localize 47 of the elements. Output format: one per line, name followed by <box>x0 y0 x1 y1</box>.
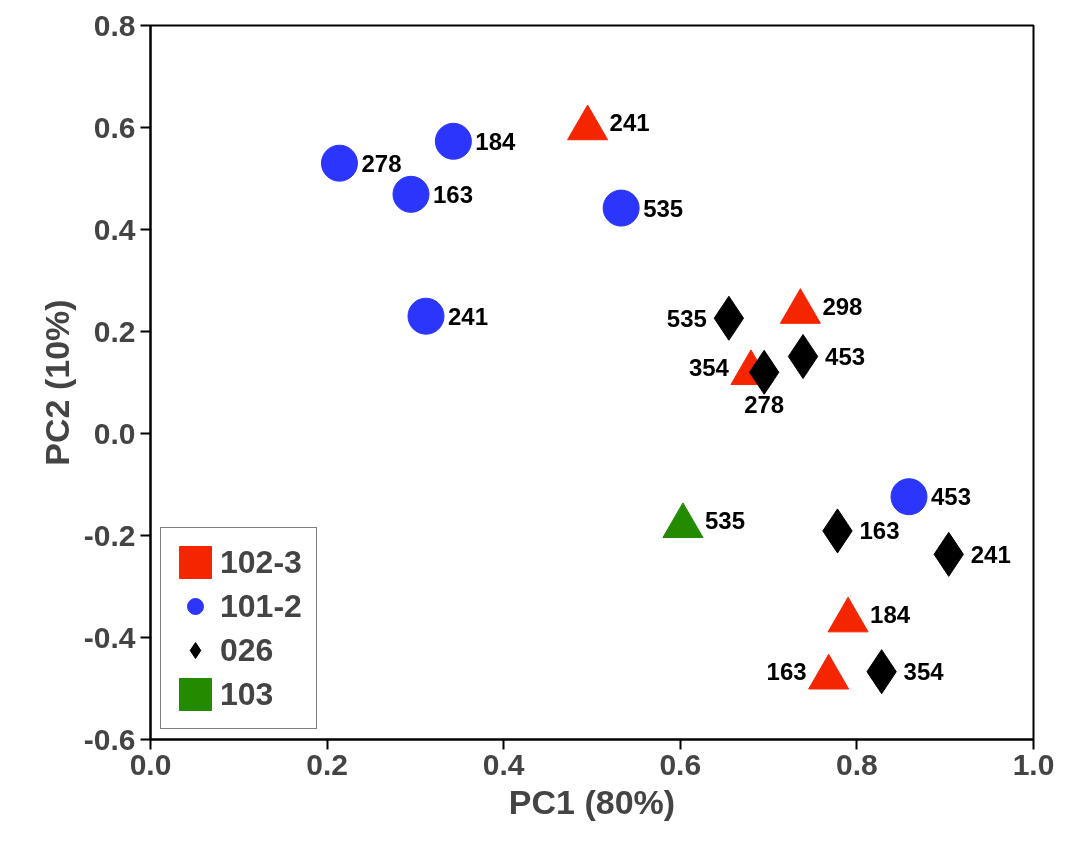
x-axis-title: PC1 (80%) <box>508 782 676 821</box>
y-tick-label: -0.2 <box>83 518 136 552</box>
annotation: 354 <box>903 658 945 686</box>
point <box>434 122 472 160</box>
annotation: 241 <box>609 108 650 136</box>
annotation: 241 <box>970 540 1011 568</box>
annotation: 278 <box>361 149 402 177</box>
annotation: 163 <box>766 658 807 686</box>
point <box>662 502 704 539</box>
x-tick-label: 0.8 <box>836 747 878 781</box>
annotation: 535 <box>704 506 745 534</box>
annotation: 163 <box>859 517 900 545</box>
point <box>602 189 640 227</box>
annotation: 453 <box>931 483 972 511</box>
y-tick-label: 0.0 <box>93 416 136 450</box>
point <box>779 288 821 324</box>
point <box>320 144 358 182</box>
point <box>808 653 850 690</box>
y-tick-label: 0.6 <box>93 110 136 144</box>
point <box>567 104 609 141</box>
annotation: 535 <box>666 304 707 332</box>
annotation: 278 <box>744 391 785 419</box>
annotation: 298 <box>822 292 863 320</box>
x-tick-label: 0.6 <box>659 747 702 781</box>
legend-label: 026 <box>220 631 274 669</box>
annotation: 184 <box>870 601 911 629</box>
y-tick-label: -0.4 <box>83 620 136 654</box>
y-tick-label: 0.2 <box>93 314 136 348</box>
y-tick-label: 0.8 <box>93 8 136 42</box>
legend-label: 102-3 <box>220 543 302 581</box>
y-axis-title: PC2 (10%) <box>37 299 76 466</box>
annotation: 241 <box>448 302 489 330</box>
annotation: 453 <box>825 342 866 370</box>
point <box>827 596 869 633</box>
x-tick-label: 0.2 <box>306 747 348 781</box>
point <box>407 297 445 335</box>
annotation: 354 <box>688 353 730 381</box>
point <box>392 175 430 213</box>
annotation: 535 <box>643 194 684 222</box>
x-tick-label: 0.4 <box>482 747 525 781</box>
x-tick-label: 1.0 <box>1012 747 1055 781</box>
annotation: 163 <box>432 180 474 208</box>
annotation: 184 <box>475 127 517 155</box>
legend-label: 101-2 <box>220 587 302 625</box>
legend-label: 103 <box>220 675 274 713</box>
point <box>890 478 928 516</box>
y-tick-label: 0.4 <box>93 212 136 246</box>
